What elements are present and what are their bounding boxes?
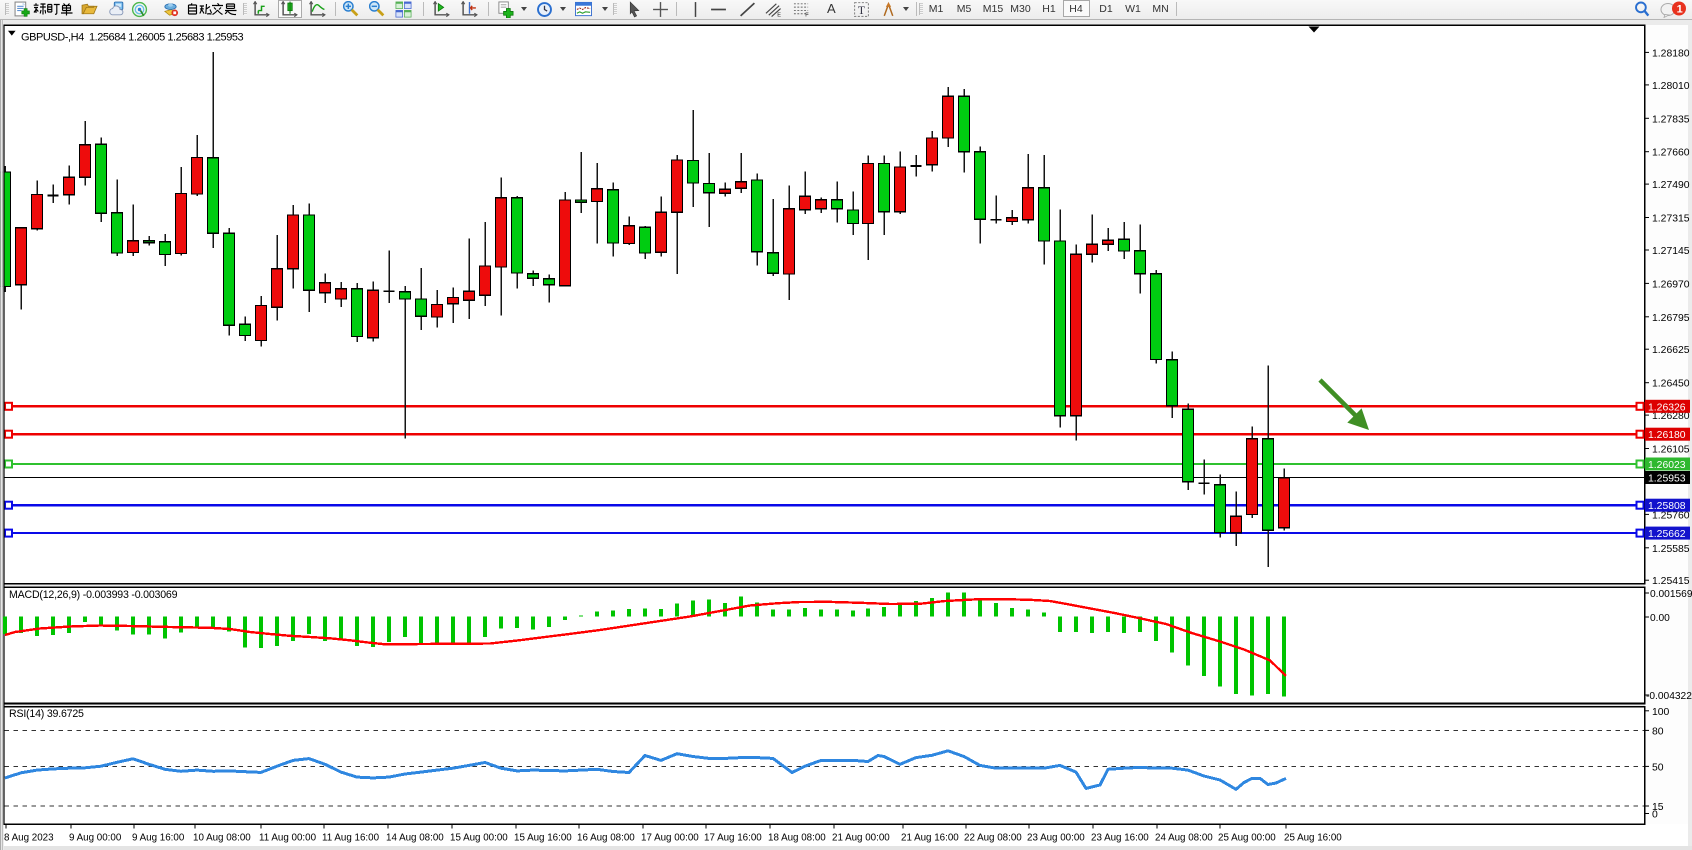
svg-text:50: 50 <box>1652 762 1664 773</box>
svg-text:1.27490: 1.27490 <box>1652 180 1690 191</box>
svg-text:1.26795: 1.26795 <box>1652 313 1690 324</box>
svg-text:-0.004322: -0.004322 <box>1646 691 1692 702</box>
svg-text:11 Aug 00:00: 11 Aug 00:00 <box>259 833 317 844</box>
svg-text:15 Aug 00:00: 15 Aug 00:00 <box>450 833 508 844</box>
svg-text:1.27660: 1.27660 <box>1652 148 1690 159</box>
svg-text:E: E <box>777 13 781 18</box>
svg-text:1.26326: 1.26326 <box>1648 402 1686 413</box>
svg-text:14 Aug 08:00: 14 Aug 08:00 <box>386 833 444 844</box>
svg-text:16 Aug 08:00: 16 Aug 08:00 <box>577 833 635 844</box>
svg-text:23 Aug 16:00: 23 Aug 16:00 <box>1091 833 1149 844</box>
svg-text:1.28010: 1.28010 <box>1652 81 1690 92</box>
svg-text:1.26450: 1.26450 <box>1652 379 1690 390</box>
svg-text:1.28180: 1.28180 <box>1652 48 1690 59</box>
svg-text:1.25585: 1.25585 <box>1652 544 1690 555</box>
svg-text:1.25760: 1.25760 <box>1652 510 1690 521</box>
svg-text:9 Aug 00:00: 9 Aug 00:00 <box>69 833 122 844</box>
svg-text:1.26625: 1.26625 <box>1652 345 1690 356</box>
svg-text:15 Aug 16:00: 15 Aug 16:00 <box>514 833 572 844</box>
svg-text:25 Aug 16:00: 25 Aug 16:00 <box>1284 833 1342 844</box>
svg-text:RSI(14) 39.6725: RSI(14) 39.6725 <box>9 708 84 720</box>
svg-text:0: 0 <box>1652 810 1658 821</box>
svg-text:1.26180: 1.26180 <box>1648 430 1686 441</box>
svg-text:1.25662: 1.25662 <box>1648 529 1686 540</box>
svg-text:9 Aug 16:00: 9 Aug 16:00 <box>132 833 185 844</box>
svg-text:1.25953: 1.25953 <box>1648 474 1686 485</box>
svg-text:1.26970: 1.26970 <box>1652 279 1690 290</box>
svg-text:80: 80 <box>1652 726 1664 737</box>
svg-text:25 Aug 00:00: 25 Aug 00:00 <box>1218 833 1276 844</box>
svg-text:1.26280: 1.26280 <box>1652 411 1690 422</box>
svg-text:8 Aug 2023: 8 Aug 2023 <box>4 833 54 844</box>
svg-text:1.26105: 1.26105 <box>1652 445 1690 456</box>
svg-text:17 Aug 16:00: 17 Aug 16:00 <box>704 833 762 844</box>
svg-text:100: 100 <box>1652 707 1670 718</box>
svg-text:1: 1 <box>1677 4 1683 16</box>
svg-text:F: F <box>805 13 809 18</box>
svg-text:18 Aug 08:00: 18 Aug 08:00 <box>768 833 826 844</box>
svg-text:22 Aug 08:00: 22 Aug 08:00 <box>964 833 1022 844</box>
svg-text:23 Aug 00:00: 23 Aug 00:00 <box>1027 833 1085 844</box>
svg-text:1.25808: 1.25808 <box>1648 501 1686 512</box>
svg-text:MACD(12,26,9) -0.003993 -0.003: MACD(12,26,9) -0.003993 -0.003069 <box>9 589 178 601</box>
svg-text:24 Aug 08:00: 24 Aug 08:00 <box>1155 833 1213 844</box>
svg-text:15: 15 <box>1652 802 1664 813</box>
svg-text:21 Aug 00:00: 21 Aug 00:00 <box>832 833 890 844</box>
svg-text:1.27835: 1.27835 <box>1652 114 1690 125</box>
svg-text:GBPUSD-,H4 1.25684 1.26005 1.: GBPUSD-,H4 1.25684 1.26005 1.25683 1.259… <box>21 32 244 44</box>
svg-text:17 Aug 00:00: 17 Aug 00:00 <box>641 833 699 844</box>
svg-text:11 Aug 16:00: 11 Aug 16:00 <box>322 833 380 844</box>
svg-text:10 Aug 08:00: 10 Aug 08:00 <box>193 833 251 844</box>
svg-text:1.27315: 1.27315 <box>1652 214 1690 225</box>
svg-text:1.25415: 1.25415 <box>1652 576 1690 587</box>
svg-text:1.27145: 1.27145 <box>1652 246 1690 257</box>
svg-text:21 Aug 16:00: 21 Aug 16:00 <box>901 833 959 844</box>
svg-text:1.26023: 1.26023 <box>1648 460 1686 471</box>
svg-text:0.001569: 0.001569 <box>1650 589 1692 600</box>
svg-text:0.00: 0.00 <box>1650 613 1670 624</box>
svg-text:T: T <box>858 4 865 17</box>
